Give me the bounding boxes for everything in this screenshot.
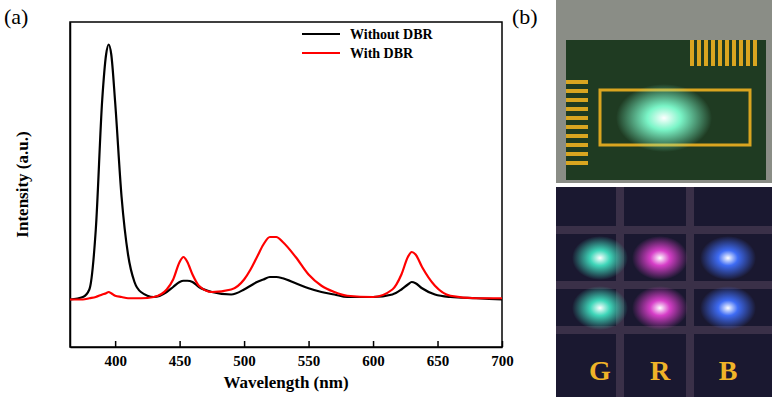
photo-pad [566,89,588,93]
x-tick-mark [244,341,246,347]
photo-pad [566,116,588,120]
photo-pad [566,80,588,84]
photo-pad [566,107,588,111]
photo-emission [700,286,756,330]
x-axis-title: Wavelength (nm) [223,373,348,392]
x-tick-label: 700 [491,353,514,369]
x-tick-mark [502,341,504,347]
x-tick: 500 [233,341,256,369]
photo-emission [632,286,688,330]
panel-label: (a) [4,4,28,29]
legend-swatch [302,33,340,35]
series-line [70,45,502,300]
plot-frame [70,22,502,347]
x-tick: 600 [362,341,385,369]
photo-pad [732,40,736,66]
photo-pad [566,134,588,138]
x-tick-label: 500 [233,353,256,369]
x-tick: 400 [104,341,127,369]
photo-pad [746,40,750,66]
x-tick-label: 550 [298,353,321,369]
x-axis: 400 450 500 550 600 650 700 [71,341,514,369]
x-tick: 550 [298,341,321,369]
x-tick-mark [373,341,375,347]
photo-pad [753,40,757,66]
x-tick: 450 [169,341,192,369]
photo-pad [704,40,708,66]
photo-pad [711,40,715,66]
photo-pad [566,161,588,165]
legend-item: Without DBR [302,27,433,42]
x-tick-mark [179,341,181,347]
photo-emission [572,236,628,280]
photo-grid-line [556,226,772,234]
photo-label: G [589,355,611,386]
x-tick-label: 650 [427,353,450,369]
legend-item: With DBR [302,46,414,61]
photo-grid-line [686,187,694,397]
photo-pad [739,40,743,66]
photo-emission [700,236,756,280]
x-tick-label: 450 [169,353,192,369]
photo-board [566,40,766,180]
photo-emission [572,286,628,330]
legend-label: Without DBR [350,27,433,42]
y-axis-title: Intensity (a.u.) [13,131,32,237]
panel-label: (b) [512,4,538,29]
x-tick-label: 400 [104,353,127,369]
legend-label: With DBR [350,46,414,61]
x-tick-mark [308,341,310,347]
photo-device [556,0,772,183]
photo-pad [566,143,588,147]
legend: Without DBR With DBR [302,27,433,61]
photo-pad [725,40,729,66]
legend-swatch [302,52,340,54]
photo-pad [690,40,694,66]
photo-background [556,187,772,397]
photo-pad [566,125,588,129]
photo-pad [566,98,588,102]
photo-pad [718,40,722,66]
photo-emission [616,84,712,152]
x-tick: 700 [491,341,514,369]
series-line [70,237,502,300]
photo-pad [697,40,701,66]
plot-lines [70,45,502,300]
x-tick: 650 [427,341,450,369]
x-tick-label: 600 [362,353,385,369]
x-tick-mark [115,341,117,347]
x-tick-mark [437,341,439,347]
photo-emission [632,236,688,280]
photo-background [556,0,772,183]
photo-pixels: GRB [556,187,772,397]
photo-label: B [719,355,738,386]
photo-label: R [650,355,671,386]
figure: 400 450 500 550 600 650 700 Wavelength (nm) Inte… [0,0,772,397]
photo-pad [566,152,588,156]
